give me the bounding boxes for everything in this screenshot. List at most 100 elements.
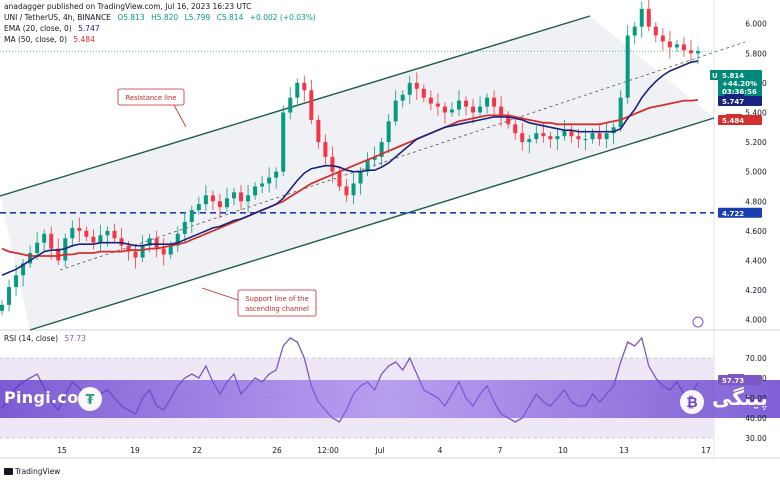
candle-body (639, 8, 644, 27)
candle-body (520, 133, 525, 143)
price-tick-label: 4.200 (745, 286, 767, 295)
rsi-badge (718, 375, 762, 385)
candle-body (541, 133, 546, 137)
candle-body (688, 50, 693, 54)
lightning-icon (692, 316, 704, 328)
time-tick-label: 12:00 (317, 446, 339, 455)
last-price-badge-text: 5.814 (722, 72, 744, 80)
price-tick-label: 4.600 (745, 227, 767, 236)
candle-body (330, 156, 335, 172)
candle-body (316, 119, 321, 143)
change-value: +0.002 (+0.03%) (249, 13, 316, 22)
candle-body (492, 97, 497, 107)
price-tick-label: 4.400 (745, 256, 767, 265)
candle-body (548, 136, 553, 140)
candle-body (133, 251, 138, 258)
price-tick-label: 6.000 (745, 20, 767, 29)
candle-body (372, 156, 377, 160)
time-tick-label: 19 (130, 446, 140, 455)
candle-body (126, 245, 131, 252)
bitcoin-logo-icon (680, 390, 704, 414)
candle-body (105, 230, 110, 236)
candle-body (527, 139, 532, 143)
candle-body (77, 227, 82, 231)
candle-body (400, 94, 405, 101)
support-callout-leader (201, 287, 239, 301)
candle-body (506, 115, 511, 125)
rsi-legend[interactable]: RSI (14, close) 57.73 (4, 334, 90, 343)
ema-legend[interactable]: EMA (20, close, 0) 5.747 (4, 24, 104, 33)
candle-body (337, 171, 342, 187)
symbol-line: UNI / TetherUS, 4h, BINANCE O5.813 H5.82… (4, 13, 320, 22)
candle-body (456, 100, 461, 110)
candle-body (414, 82, 419, 89)
candle-body (203, 195, 208, 205)
resistance-callout-text: Resistance line (125, 94, 176, 102)
candle-body (323, 142, 328, 157)
candle-body (309, 90, 314, 120)
candle-body (168, 245, 173, 255)
tradingview-brand: TradingView (15, 467, 61, 476)
time-tick-label: 13 (619, 446, 629, 455)
rsi-label: RSI (14, close) (4, 334, 59, 343)
candle-body (35, 242, 40, 254)
candle-body (267, 177, 272, 184)
candle-body (428, 97, 433, 104)
channel-midline (59, 41, 746, 271)
price-badges: UNIUSDT5.814+44.20%03:36:56EMA5.747MA5.4… (710, 70, 762, 385)
ema-legend-value: 5.747 (78, 24, 100, 33)
level-badge-text: 4.722 (722, 210, 744, 218)
candle-body (618, 97, 623, 128)
tradingview-footer[interactable]: TradingView (4, 467, 60, 476)
candle-body (590, 133, 595, 140)
watermark-left: Pingi.co (4, 388, 79, 407)
candle-body (604, 133, 609, 140)
tether-glyph: ₮ (85, 393, 94, 408)
rsi-tick-label: 70.00 (745, 354, 767, 363)
ma-legend-value: 5.484 (73, 35, 95, 44)
ascending-channel (0, 15, 746, 331)
ma50-line (1, 99, 699, 257)
rsi-tick-label: 40.00 (745, 414, 767, 423)
time-tick-label: 15 (57, 446, 67, 455)
candle-body (534, 133, 539, 140)
candle-body (351, 183, 356, 196)
level-badge (718, 207, 762, 218)
ema-label: EMA (20, close, 0) (4, 24, 72, 33)
candle-body (274, 171, 279, 178)
candle-body (576, 136, 581, 140)
candle-body (379, 142, 384, 157)
ema-badge (718, 96, 762, 106)
ma-legend[interactable]: MA (50, close, 0) 5.484 (4, 35, 99, 44)
candle-body (224, 198, 229, 208)
candle-body (21, 263, 26, 276)
candle-body (449, 109, 454, 113)
rsi-badge-text: 57.73 (722, 377, 744, 385)
candle-body (681, 44, 686, 51)
candle-body (625, 35, 630, 98)
publisher-text: anadagger published on TradingView.com, … (4, 2, 252, 11)
support-callout-text-1: Support line of the (245, 295, 308, 303)
candle-body (365, 159, 370, 172)
candle-body (464, 100, 468, 107)
candle-body (302, 82, 307, 91)
candle-body (653, 26, 658, 36)
low-value: L5.799 (184, 13, 211, 22)
candle-body (182, 221, 187, 234)
candle-body (175, 233, 180, 246)
candle-body (246, 195, 251, 202)
ma-label: MA (50, close, 0) (4, 35, 68, 44)
candle-body (232, 192, 236, 199)
time-tick-label: 17 (701, 446, 711, 455)
candle-body (28, 253, 33, 264)
candle-body (421, 88, 426, 98)
rsi-pane: ₮ ₿ (0, 336, 780, 439)
candle-body (632, 26, 637, 36)
rsi-tick-label: 50.00 (745, 394, 767, 403)
candle-body (14, 275, 19, 288)
tradingview-logo-icon (4, 468, 13, 475)
candle-body (295, 82, 300, 98)
rsi-legend-value: 57.73 (64, 334, 86, 343)
resistance-callout-box (117, 88, 185, 106)
